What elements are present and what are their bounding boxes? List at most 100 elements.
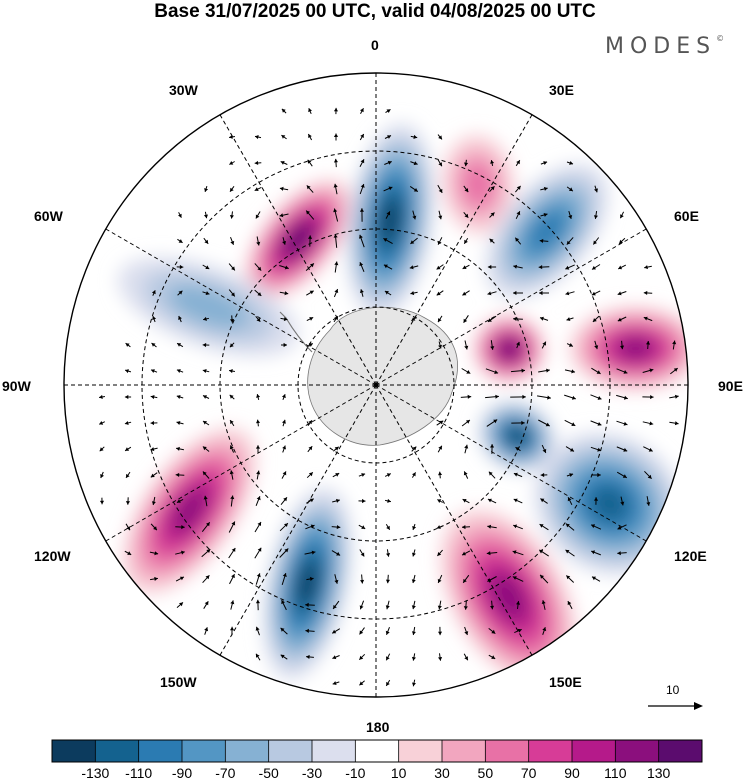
wind-arrow-head — [126, 526, 130, 531]
wind-arrow-head — [543, 161, 548, 165]
wind-arrow-head — [488, 471, 493, 476]
wind-arrow-head — [674, 421, 679, 426]
wind-arrow-head — [592, 318, 597, 322]
wind-arrow-head — [360, 134, 364, 138]
wind-arrow-head — [283, 317, 288, 322]
meridian-line — [219, 114, 377, 386]
wind-arrow-head — [438, 344, 442, 349]
wind-arrow-head — [522, 394, 526, 399]
meridian-line — [375, 228, 647, 386]
wind-arrow-head — [205, 575, 210, 580]
wind-arrow-head — [545, 422, 550, 427]
wind-arrow-head — [463, 578, 467, 583]
wind-arrow-head — [513, 264, 518, 269]
lon-label-30e: 30E — [549, 82, 574, 98]
meridian-line — [375, 384, 533, 656]
wind-vectors — [98, 107, 679, 687]
wind-arrow-head — [281, 135, 286, 139]
wind-arrow-head — [438, 657, 443, 661]
wind-arrow-head — [309, 576, 314, 581]
wind-arrow-head — [281, 108, 286, 113]
lon-label-120e: 120E — [674, 548, 707, 564]
wind-arrow-head — [176, 395, 181, 399]
wind-arrow-head — [643, 316, 648, 321]
wind-arrow-head — [413, 134, 418, 139]
wind-arrow-head — [310, 524, 315, 529]
wind-arrow-head — [487, 264, 492, 270]
wind-arrow-head — [154, 576, 158, 581]
wind-arrow-head — [592, 576, 596, 581]
wind-arrow-head — [597, 396, 602, 400]
wind-arrow-head — [362, 498, 366, 504]
wind-arrow-head — [568, 343, 573, 347]
wind-arrow-head — [466, 370, 471, 374]
colorbar-swatch — [225, 740, 269, 762]
wind-arrow-head — [490, 346, 495, 350]
wind-arrow-head — [100, 474, 104, 478]
wind-arrow-head — [565, 549, 570, 554]
wind-arrow-head — [464, 162, 469, 167]
map-border — [63, 72, 689, 698]
wind-arrow-head — [333, 158, 338, 163]
reference-vector-head — [694, 702, 703, 710]
wind-arrow-head — [412, 552, 416, 557]
wind-arrow-head — [411, 631, 416, 635]
wind-arrow-head — [179, 576, 184, 581]
wind-arrow-head — [411, 656, 416, 661]
lon-label-90w: 90W — [2, 378, 31, 394]
wind-arrow-head — [386, 681, 390, 686]
wind-arrow-head — [464, 188, 469, 193]
wind-arrow-head — [181, 550, 185, 555]
wind-arrow-head — [256, 419, 261, 424]
wind-arrow-head — [643, 290, 648, 295]
wind-arrow-head — [204, 239, 209, 244]
wind-arrow-head — [409, 265, 414, 270]
wind-arrow-head — [333, 208, 338, 213]
lon-label-150e: 150E — [549, 674, 582, 690]
wind-arrow-head — [597, 472, 601, 478]
lon-label-120w: 120W — [34, 548, 71, 564]
colorbar-tick-label: -30 — [301, 765, 323, 781]
wind-arrow-head — [359, 630, 364, 635]
wind-arrow-head — [202, 446, 207, 451]
wind-arrow-head — [336, 551, 341, 556]
wind-arrow-head — [205, 265, 210, 269]
wind-arrow-head — [204, 188, 209, 192]
colorbar-swatch — [442, 740, 486, 762]
wind-arrow-head — [618, 265, 623, 270]
lon-label-150w: 150W — [160, 674, 197, 690]
anomaly-contour-negative-11 — [168, 284, 249, 329]
wind-arrow-head — [231, 266, 235, 271]
wind-arrow-head — [650, 395, 654, 400]
anomaly-contour-negative-1 — [381, 200, 400, 242]
wind-arrow-head — [256, 317, 261, 322]
reference-vector-label: 10 — [666, 683, 680, 697]
anomaly-contour-positive-2 — [462, 162, 495, 207]
wind-arrow-head — [179, 602, 183, 607]
wind-arrow-head — [333, 107, 338, 112]
wind-arrow-head — [334, 446, 339, 451]
wind-arrow-head — [308, 472, 313, 477]
wind-arrow-head — [175, 472, 180, 477]
wind-arrow-head — [176, 499, 181, 503]
wind-arrow-head — [493, 419, 498, 424]
wind-arrow-head — [360, 159, 365, 164]
brand-text: MODES — [605, 34, 717, 59]
wind-arrow-head — [617, 551, 621, 556]
colorbar-tick-label: 50 — [477, 765, 494, 781]
wind-arrow-head — [411, 605, 416, 610]
wind-arrow-head — [311, 550, 316, 555]
wind-arrow-head — [204, 601, 209, 606]
wind-arrow-head — [279, 186, 284, 191]
wind-arrow-head — [126, 473, 130, 478]
wind-arrow-head — [150, 473, 155, 478]
wind-arrow-head — [231, 548, 236, 552]
wind-arrow-head — [282, 573, 287, 577]
wind-arrow-head — [284, 548, 289, 553]
wind-arrow-head — [383, 264, 388, 269]
wind-arrow-head — [383, 238, 388, 242]
wind-arrow-head — [646, 502, 651, 506]
colorbar-swatch — [312, 740, 356, 762]
